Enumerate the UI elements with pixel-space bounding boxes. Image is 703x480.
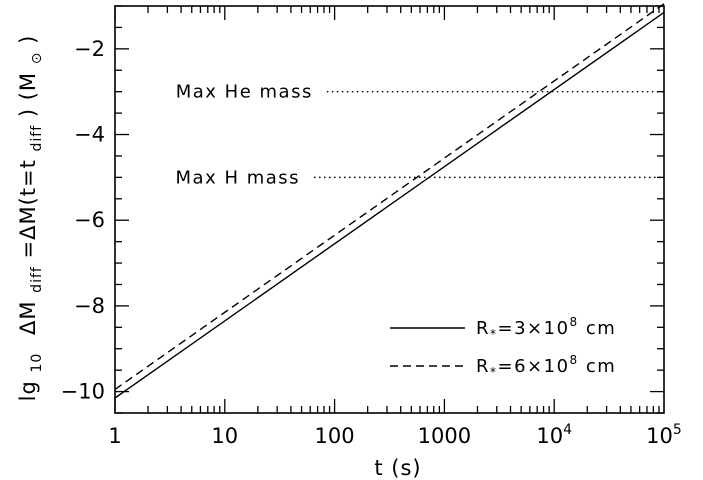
x-tick-label: 1 [108, 424, 121, 448]
y-axis-label-prefix: lg [16, 380, 40, 401]
legend-label-part: cm [579, 318, 617, 339]
x-tick-label-base: 10 [211, 424, 238, 448]
x-tick-label: 105 [646, 422, 682, 448]
y-axis-label: lg 10 ΔM diff =ΔM(t=t diff ) (M ⊙ ) [16, 35, 46, 402]
series-lines [114, 3, 665, 399]
legend-label-part: * [490, 327, 498, 341]
y-axis-label-part3-sub: ⊙ [29, 52, 45, 65]
x-tick-label: 104 [536, 422, 572, 448]
y-axis-label-part2: =ΔM(t=t [16, 159, 40, 258]
y-tick-label: −2 [74, 37, 105, 61]
y-tick-label: −10 [61, 380, 105, 404]
x-tick-label: 1000 [418, 424, 471, 448]
x-tick-label-base: 100 [315, 424, 355, 448]
legend-label-part: R [476, 356, 490, 377]
y-axis-label-part1-sub: diff [29, 266, 45, 293]
annotation-label: Max He mass [176, 82, 313, 103]
legend-label-part: cm [579, 356, 617, 377]
legend-label-part: =3×10 [498, 318, 570, 339]
x-axis-label: t (s) [374, 456, 421, 480]
x-tick-label: 100 [315, 424, 355, 448]
legend-label: R*=6×108 cm [476, 353, 616, 379]
plot-frame [114, 5, 665, 414]
legend-label-part: * [490, 365, 498, 379]
y-axis-label-part1: ΔM [16, 301, 40, 335]
legend-label-part: =6×10 [498, 356, 570, 377]
series-line-dashed [114, 3, 665, 391]
annotation-label: Max H mass [176, 167, 301, 188]
legend-label-part: 8 [570, 353, 579, 367]
legend-label: R*=3×108 cm [476, 315, 616, 341]
x-tick-label-base: 10 [536, 424, 563, 448]
series-line-solid [114, 11, 665, 399]
legend-label-part: R [476, 318, 490, 339]
x-tick-label-base: 10 [646, 424, 673, 448]
y-axis-label-part3: ) (M [16, 72, 40, 117]
tick-labels: 1 10 100 1000 104 105−10−8−6−4−2 [61, 37, 682, 448]
legend: R*=3×108 cmR*=6×108 cm [390, 315, 616, 379]
annotations: Max He mass Max H mass [176, 82, 664, 188]
x-tick-label: 10 [211, 424, 238, 448]
y-tick-label: −6 [74, 208, 105, 232]
x-tick-label-base: 1000 [418, 424, 471, 448]
y-tick-label: −4 [74, 123, 105, 147]
x-tick-label-base: 1 [108, 424, 121, 448]
x-tick-label-exponent: 4 [563, 422, 572, 438]
y-axis-label-part2-sub: diff [29, 125, 45, 152]
x-tick-label-exponent: 5 [673, 422, 682, 438]
y-axis-label-prefix-sub: 10 [29, 353, 45, 373]
legend-label-part: 8 [570, 315, 579, 329]
axis-ticks [114, 5, 664, 414]
y-tick-label: −8 [74, 294, 105, 318]
y-axis-label-part4: ) [16, 35, 40, 44]
